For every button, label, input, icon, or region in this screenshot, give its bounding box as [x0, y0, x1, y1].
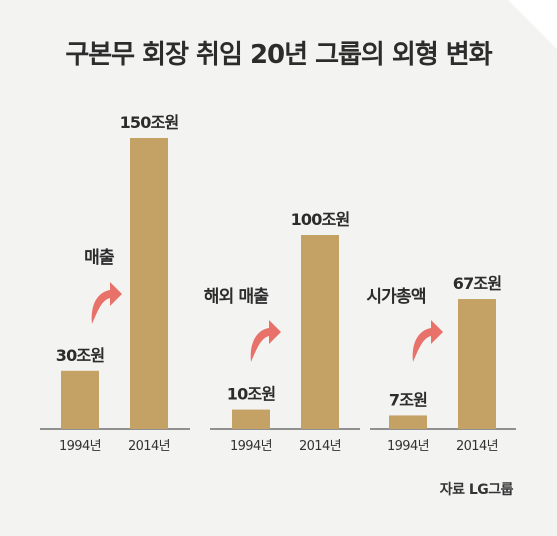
- growth-arrow-icon-overseas-sales: [250, 320, 281, 362]
- category-label-overseas-sales-1: 1994년: [230, 439, 272, 454]
- bar-overseas-sales-2: [301, 235, 339, 429]
- value-label-market-cap-2: 67조원: [453, 274, 502, 293]
- value-label-overseas-sales-1: 10조원: [227, 385, 276, 404]
- value-label-market-cap-1: 7조원: [389, 390, 427, 409]
- growth-arrow-icon-sales: [91, 282, 122, 324]
- category-label-overseas-sales-2: 2014년: [299, 439, 341, 454]
- category-label-sales-2: 2014년: [128, 439, 170, 454]
- bar-market-cap-1: [389, 415, 427, 429]
- metric-label-market-cap: 시가총액: [366, 287, 426, 307]
- bar-sales-2: [130, 138, 168, 429]
- source-note: 자료 LG그룹: [439, 482, 514, 498]
- bar-sales-1: [61, 370, 99, 429]
- category-label-market-cap-1: 1994년: [387, 439, 429, 454]
- value-label-sales-1: 30조원: [56, 346, 105, 365]
- category-label-market-cap-2: 2014년: [456, 439, 498, 454]
- bar-overseas-sales-1: [232, 409, 270, 429]
- category-label-sales-1: 1994년: [59, 439, 101, 454]
- chart-title: 구본무 회장 취임 20년 그룹의 외형 변화: [65, 40, 492, 70]
- growth-arrow-icon-market-cap: [412, 320, 443, 362]
- metric-label-overseas-sales: 해외 매출: [204, 287, 270, 307]
- value-label-overseas-sales-2: 100조원: [291, 210, 350, 229]
- metric-label-sales: 매출: [84, 248, 115, 268]
- value-label-sales-2: 150조원: [120, 113, 179, 132]
- bar-market-cap-2: [458, 299, 496, 429]
